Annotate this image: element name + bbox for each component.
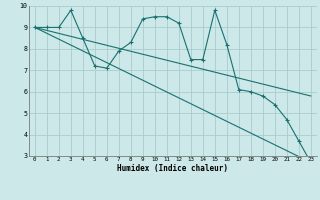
X-axis label: Humidex (Indice chaleur): Humidex (Indice chaleur)	[117, 164, 228, 173]
